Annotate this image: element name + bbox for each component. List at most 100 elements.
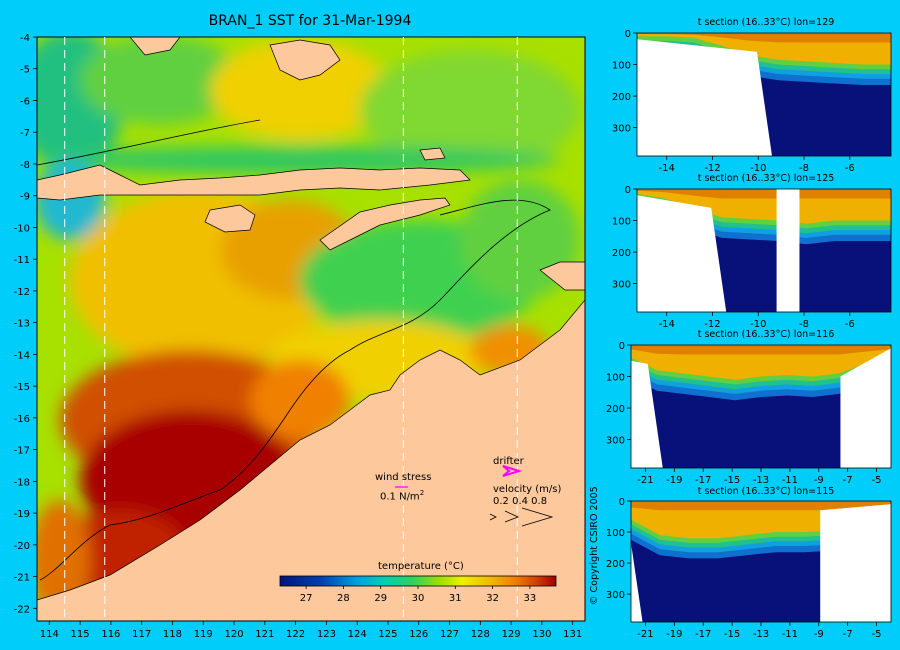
map-y-tick-label: -19: [14, 509, 30, 520]
map-x-tick-label: 127: [440, 629, 459, 640]
surface-warm-layer: [637, 33, 891, 43]
map-y-tick-label: -8: [20, 160, 30, 171]
map-x-axis: 114 115 116 117 118 119 120 121 122 123 124 125 126 1…: [40, 621, 582, 640]
section-x-tick-label: -17: [695, 475, 711, 486]
section-x-tick-label: -6: [845, 319, 855, 330]
map-x-tick-label: 115: [71, 629, 90, 640]
colorbar-tick-label: 29: [374, 593, 387, 604]
section-x-tick-label: -5: [872, 475, 882, 486]
section-x-tick-label: -10: [750, 163, 766, 174]
map-y-tick-label: -4: [20, 33, 30, 44]
velocity-scale-arrows: [489, 507, 554, 527]
section-x-tick-label: -10: [750, 319, 766, 330]
map-title: BRAN_1 SST for 31-Mar-1994: [208, 13, 412, 29]
section-y-tick-label: 0: [625, 185, 631, 196]
copyright-text: © Copyright CSIRO 2005: [589, 486, 600, 605]
section-x-tick-label: -15: [724, 629, 740, 640]
map-x-tick-label: 131: [563, 629, 582, 640]
section-panel-lon115: -21 -19 -17 -15 -13 -11 -9 -7 -5 0 100 200 300: [606, 497, 892, 640]
section-y-tick-label: 100: [612, 217, 631, 228]
section-x-tick-label: -11: [782, 475, 798, 486]
land-mask: [631, 360, 663, 468]
colorbar-ticks: 27 28 29 30 31 32 33: [300, 586, 537, 604]
colorbar-title: temperature (°C): [378, 561, 464, 572]
section-x-tick-label: -14: [659, 319, 675, 330]
land-mask: [631, 516, 643, 622]
section-x-tick-label: -7: [843, 629, 853, 640]
sst-field: [37, 37, 585, 621]
map-x-tick-label: 130: [532, 629, 551, 640]
section-y-tick-label: 0: [625, 29, 631, 40]
map-y-tick-label: -9: [20, 192, 30, 203]
map-x-tick-label: 122: [286, 629, 305, 640]
map-y-tick-label: -11: [14, 255, 30, 266]
section-x-tick-label: -21: [637, 475, 653, 486]
surface-warm-layer: [631, 345, 891, 355]
section-panel-lon125: -14 -12 -10 -8 -6 0 100 200 300: [612, 185, 892, 330]
map-y-tick-label: -10: [14, 223, 30, 234]
section-x-tick-label: -6: [845, 163, 855, 174]
section-x-tick-label: -8: [799, 163, 809, 174]
map-x-tick-label: 124: [348, 629, 367, 640]
section-y-tick-label: 100: [606, 373, 625, 384]
section-y-tick-label: 100: [606, 528, 625, 539]
section-title-lon115: t section (16..33°C) lon=115: [697, 486, 835, 497]
surface-warm-layer: [637, 189, 891, 199]
section-y-tick-label: 300: [606, 590, 625, 601]
section-frame: [636, 32, 892, 157]
section-panel-lon129: -14 -12 -10 -8 -6 0 100 200 300: [612, 29, 892, 174]
map-y-tick-label: -22: [14, 604, 30, 615]
section-x-tick-label: -13: [753, 629, 769, 640]
land-mask: [637, 195, 727, 312]
section-x-tick-label: -17: [695, 629, 711, 640]
section-lines: [64, 37, 518, 621]
map-x-tick-label: 119: [194, 629, 213, 640]
map-frame: [36, 36, 586, 622]
map-x-tick-label: 117: [132, 629, 151, 640]
map-y-tick-label: -6: [20, 96, 30, 107]
map-x-tick-label: 116: [101, 629, 120, 640]
map-y-tick-label: -13: [14, 319, 30, 330]
map-x-tick-label: 121: [255, 629, 274, 640]
velocity-label: velocity (m/s): [493, 484, 562, 495]
map-y-tick-label: -16: [14, 414, 30, 425]
surface-warm-layer: [631, 501, 891, 511]
section-y-tick-label: 200: [606, 559, 625, 570]
section-x-tick-label: -7: [843, 475, 853, 486]
section-y-tick-label: 300: [612, 124, 631, 135]
section-y-tick-label: 200: [612, 248, 631, 259]
section-x-tick-label: -9: [814, 475, 824, 486]
colorbar-tick-label: 33: [524, 593, 537, 604]
map-x-tick-label: 120: [224, 629, 243, 640]
colorbar-tick-label: 31: [449, 593, 462, 604]
wind-stress-scale: 0.1 N/m2: [380, 489, 425, 503]
map-y-tick-label: -15: [14, 382, 30, 393]
map-y-tick-label: -20: [14, 541, 30, 552]
land-mask: [637, 39, 773, 156]
map-y-tick-label: -14: [14, 350, 30, 361]
section-x-tick-label: -11: [782, 629, 798, 640]
section-y-tick-label: 0: [619, 497, 625, 508]
map-y-axis: -4 -5 -6 -7 -8 -9 -10 -11 -12 -13 -14 -15 -16 -17 -18 -…: [14, 33, 37, 615]
section-y-tick-label: 0: [619, 341, 625, 352]
land-mask: [820, 504, 891, 622]
section-y-tick-label: 300: [612, 280, 631, 291]
section-title-lon125: t section (16..33°C) lon=125: [697, 173, 835, 184]
map-y-tick-label: -5: [20, 65, 30, 76]
section-x-tick-label: -13: [753, 475, 769, 486]
land-mask: [776, 189, 800, 312]
section-x-tick-label: -21: [637, 629, 653, 640]
section-title-lon129: t section (16..33°C) lon=129: [697, 17, 835, 28]
drifter-marker: [502, 465, 523, 477]
map-y-tick-label: -18: [14, 477, 30, 488]
land-mask: [840, 348, 891, 468]
section-x-tick-label: -15: [724, 475, 740, 486]
section-y-tick-label: 200: [606, 404, 625, 415]
section-frame: [636, 188, 892, 313]
section-x-tick-label: -14: [659, 163, 675, 174]
section-panel-lon116: -21 -19 -17 -15 -13 -11 -9 -7 -5 0 100 200 300: [606, 341, 892, 486]
colorbar-tick-label: 27: [300, 593, 313, 604]
map-x-tick-label: 129: [502, 629, 521, 640]
map-x-tick-label: 114: [40, 629, 59, 640]
